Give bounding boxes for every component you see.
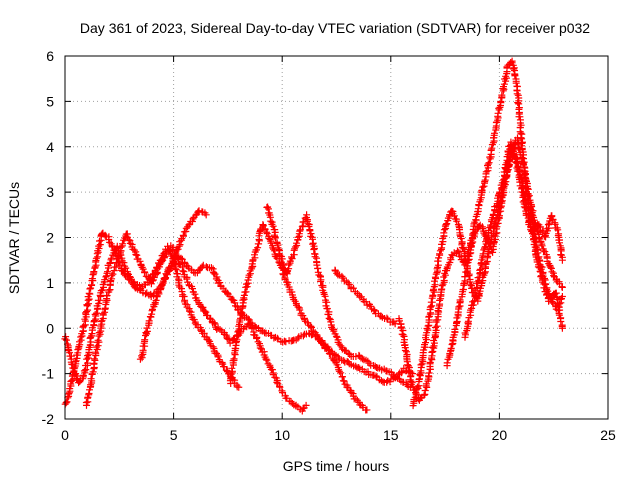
y-tick-label: 4 bbox=[46, 139, 54, 155]
axis-ticks: 0 5 10 15 20 25 -2 -1 0 1 2 3 4 5 6 bbox=[42, 48, 616, 443]
y-tick-label: -2 bbox=[42, 411, 55, 427]
y-axis-label: SDTVAR / TECUs bbox=[6, 182, 22, 294]
marker-group bbox=[462, 139, 566, 341]
series-pass-g bbox=[332, 267, 399, 328]
y-tick-label: 1 bbox=[46, 275, 54, 291]
chart-title: Day 361 of 2023, Sidereal Day-to-day VTE… bbox=[80, 20, 590, 36]
data-marks bbox=[61, 58, 566, 415]
y-tick-label: 6 bbox=[46, 48, 54, 64]
x-axis-label: GPS time / hours bbox=[283, 458, 390, 474]
series-pass-k bbox=[462, 139, 566, 341]
x-tick-label: 10 bbox=[274, 427, 290, 443]
x-tick-label: 20 bbox=[492, 427, 508, 443]
x-tick-label: 0 bbox=[61, 427, 69, 443]
y-tick-label: 2 bbox=[46, 230, 54, 246]
y-tick-label: 0 bbox=[46, 320, 54, 336]
x-tick-label: 25 bbox=[600, 427, 616, 443]
x-tick-label: 15 bbox=[383, 427, 399, 443]
chart: Day 361 of 2023, Sidereal Day-to-day VTE… bbox=[0, 0, 640, 480]
y-tick-label: -1 bbox=[42, 366, 55, 382]
x-tick-label: 5 bbox=[170, 427, 178, 443]
y-tick-label: 3 bbox=[46, 184, 54, 200]
marker-group bbox=[332, 267, 399, 328]
y-tick-label: 5 bbox=[46, 93, 54, 109]
